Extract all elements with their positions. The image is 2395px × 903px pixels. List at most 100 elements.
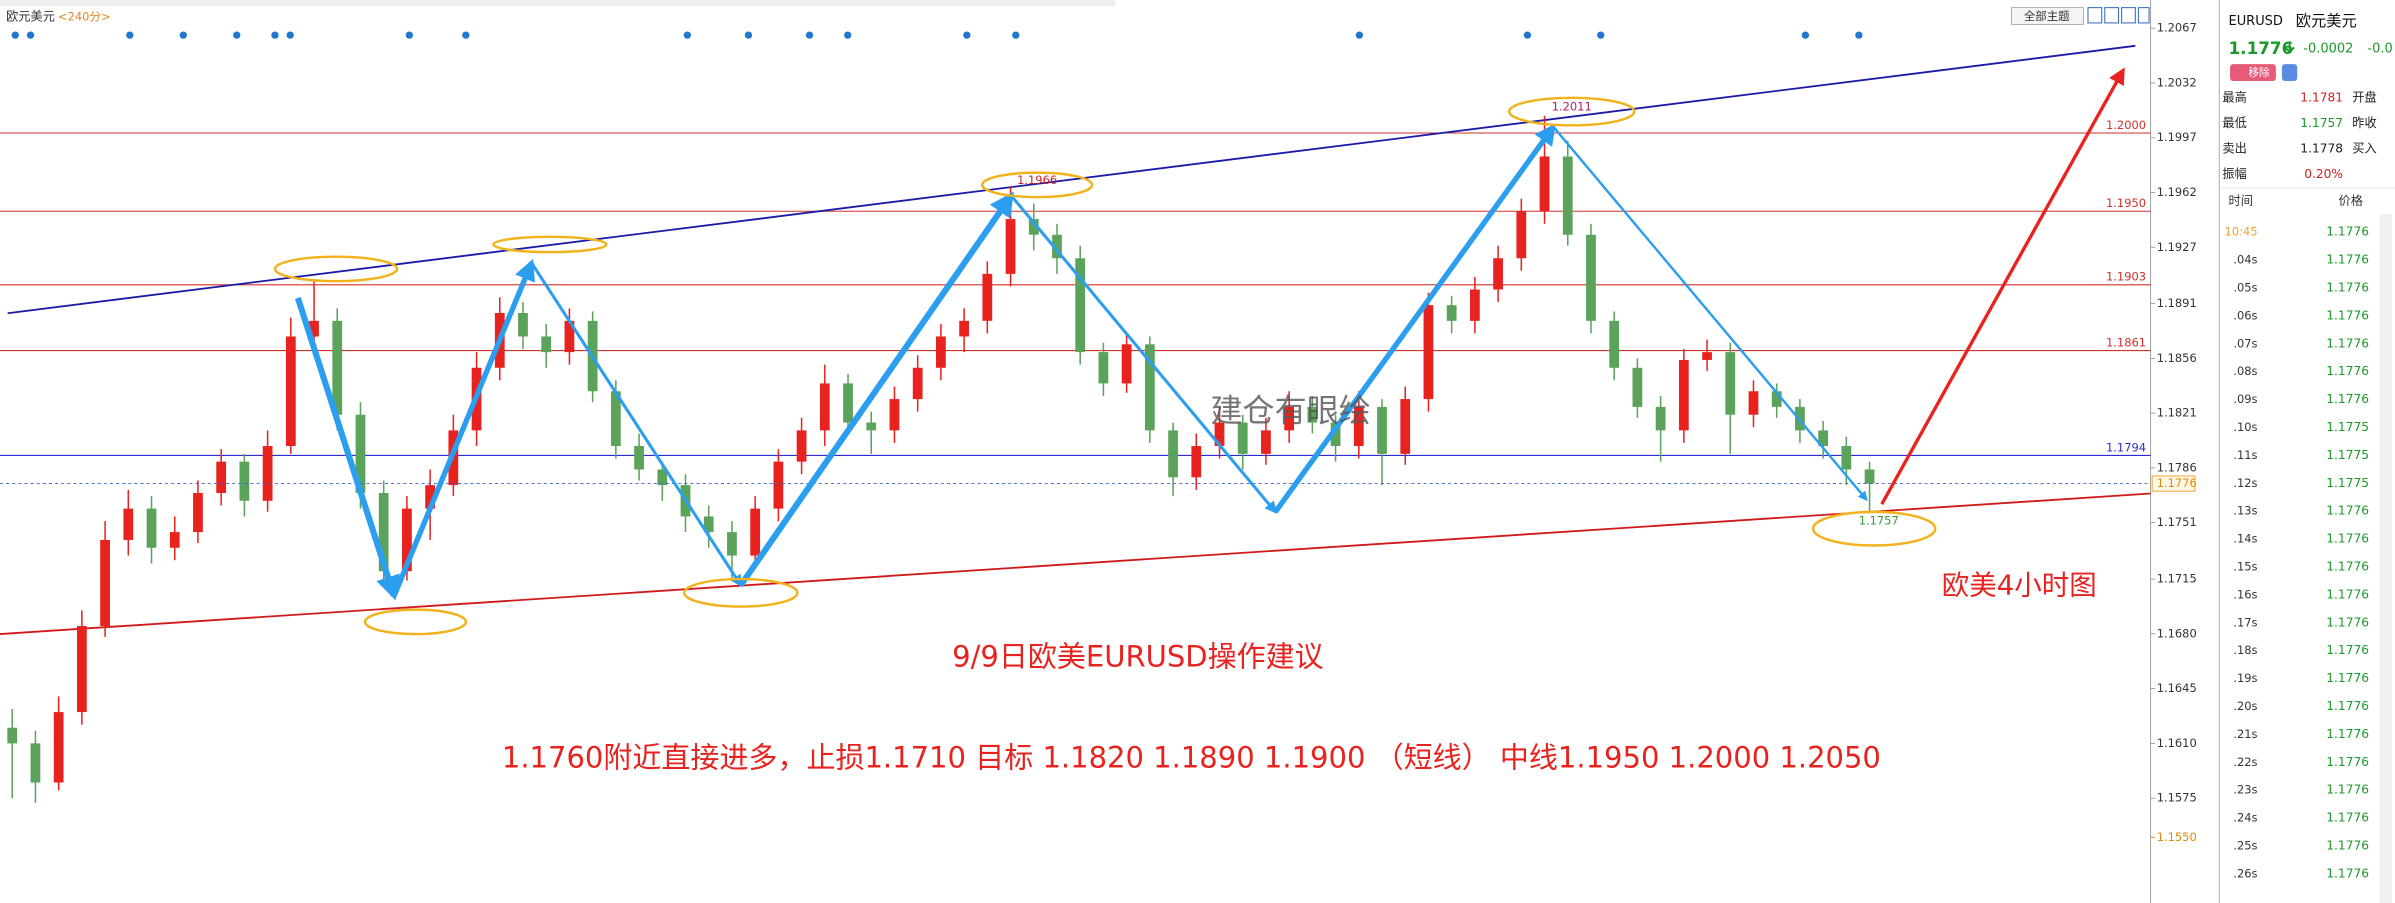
chart-area: 1.2067 1.2032 1.1997 1.1962 1.1927 1.1891 1.18… — [0, 21, 2197, 844]
y-tick-label: 1.1927 — [2157, 240, 2197, 254]
candle-body — [773, 461, 784, 509]
toolbar-icons — [2087, 7, 2150, 24]
down-arrow — [2284, 41, 2295, 54]
tick-price: 1.1776 — [2326, 504, 2369, 518]
symbol-name: 欧元美元 — [2296, 12, 2357, 30]
candle-body — [936, 336, 946, 368]
candle-body — [703, 516, 714, 533]
candle-body — [1516, 211, 1527, 259]
stat-value: 1.1757 — [2300, 116, 2343, 130]
candle-body — [1469, 289, 1480, 321]
y-tick-label: 1.1645 — [2157, 681, 2197, 695]
point-label: 1.1966 — [1017, 173, 1057, 187]
remove-button-label[interactable]: 移除 — [2248, 66, 2270, 79]
y-tick-label: 1.1821 — [2157, 406, 2197, 420]
last-price-box — [2151, 475, 2196, 492]
candle-body — [1261, 430, 1271, 454]
candle-body — [610, 391, 621, 447]
y-tick-label: 1.1715 — [2157, 572, 2197, 586]
candle-body — [216, 461, 227, 493]
highlight-ellipse — [1507, 96, 1636, 127]
tick-price: 1.1776 — [2326, 560, 2369, 574]
candle-body — [1191, 446, 1202, 478]
chart-title: 欧元美元 — [6, 9, 55, 23]
highlight-ellipse — [1811, 510, 1937, 547]
theme-button[interactable] — [2011, 7, 2084, 25]
y-tick-label: 1.1962 — [2157, 185, 2197, 199]
stat-label: 最高 — [2222, 89, 2246, 104]
candle-body — [239, 461, 250, 501]
candle-body — [309, 320, 319, 337]
candle-body — [1400, 399, 1411, 454]
watermark: 建仓有眼绘 — [1210, 392, 1370, 430]
event-dot — [1597, 31, 1605, 39]
event-dot — [126, 31, 134, 39]
tick-price: 1.1775 — [2326, 476, 2369, 490]
wave-arrow — [1009, 194, 1277, 514]
lower-trendline — [0, 492, 2151, 636]
event-dot — [1855, 31, 1863, 39]
stat-label: 最低 — [2222, 116, 2246, 130]
stat-value: 1.1778 — [2300, 141, 2343, 155]
candle-body — [1284, 406, 1295, 431]
candle-body — [1052, 234, 1062, 259]
candle-body — [1098, 352, 1109, 384]
stat-label: 开盘 — [2352, 89, 2376, 104]
theme-button-label[interactable]: 全部主题 — [2024, 9, 2070, 23]
y-tick-label: 1.1575 — [2157, 791, 2197, 805]
candle-body — [1586, 234, 1596, 321]
candle-body — [1748, 391, 1759, 415]
highlight-ellipse — [980, 171, 1094, 199]
candle-body — [123, 508, 134, 540]
tick-time: .24s — [2233, 811, 2257, 825]
annotation-timeframe: 欧美4小时图 — [1942, 570, 2097, 602]
target-arrow — [1880, 67, 2125, 506]
candle-body — [959, 320, 969, 337]
candle-body — [657, 469, 668, 486]
tick-price: 1.1775 — [2326, 420, 2369, 434]
event-dot — [405, 31, 414, 39]
tick-time: .09s — [2233, 392, 2257, 406]
candle-body — [1237, 422, 1248, 454]
tick-time: .16s — [2233, 587, 2257, 601]
y-tick-label: 1.1891 — [2157, 296, 2197, 310]
tick-price: 1.1776 — [2326, 783, 2369, 797]
candle-body — [332, 320, 343, 415]
candle-body — [1725, 352, 1736, 415]
tick-time: .15s — [2233, 560, 2257, 574]
y-tick-label: 1.1610 — [2157, 736, 2197, 750]
tick-time: .25s — [2233, 839, 2257, 853]
candle-body — [1493, 258, 1503, 290]
candle-body — [796, 430, 807, 462]
wave-arrow — [391, 258, 535, 597]
tick-header-time: 时间 — [2229, 194, 2253, 208]
highlight-ellipse — [683, 577, 799, 608]
tick-time: .22s — [2233, 755, 2257, 769]
candle-body — [1678, 359, 1689, 431]
tick-price: 1.1776 — [2326, 615, 2369, 629]
change-pct: -0.0 — [2368, 41, 2393, 56]
remove-button[interactable] — [2230, 64, 2276, 81]
candle-body — [541, 336, 552, 353]
highlight-ellipse — [492, 235, 608, 254]
event-dot — [179, 31, 187, 39]
y-tick-label: 1.1997 — [2157, 130, 2197, 144]
event-dot — [462, 31, 470, 39]
event-dot — [805, 31, 814, 39]
event-dot — [844, 31, 852, 39]
y-tick-label: 1.1751 — [2157, 515, 2197, 529]
tick-price: 1.1776 — [2326, 699, 2369, 713]
tick-time: .08s — [2233, 364, 2257, 378]
bell-button[interactable] — [2281, 64, 2298, 81]
candle-body — [1818, 430, 1829, 447]
tick-price: 1.1776 — [2326, 308, 2369, 322]
scrollbar[interactable] — [2379, 213, 2392, 903]
upper-trendline — [7, 44, 2136, 315]
candle-body — [1562, 156, 1573, 235]
stat-label: 昨收 — [2352, 116, 2376, 130]
annotation-heading: 9/9日欧美EURUSD操作建议 — [952, 640, 1323, 674]
event-dot — [286, 31, 294, 39]
candle-body — [1377, 406, 1387, 454]
